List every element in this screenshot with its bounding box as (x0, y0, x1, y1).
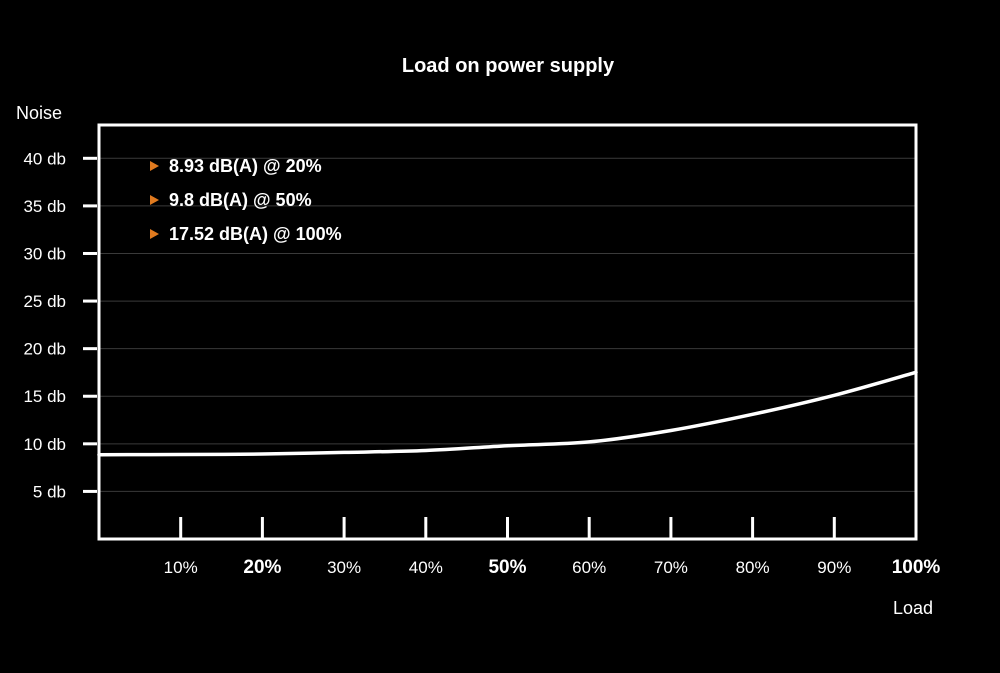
annotation-arrow-icon (150, 161, 159, 171)
series-lines (97, 370, 918, 457)
y-tick-label: 10 db (23, 435, 66, 454)
axis-ticks (83, 156, 836, 538)
x-tick-label: 10% (164, 558, 198, 577)
x-tick-label: 60% (572, 558, 606, 577)
tick-labels: 5 db 10 db 15 db 20 db 25 db 30 db 35 db 40 db 1… (23, 149, 940, 578)
y-tick-label: 30 db (23, 244, 66, 263)
y-tick-label: 40 db (23, 149, 66, 168)
x-axis-label: Load (893, 598, 933, 618)
grid-lines (99, 157, 916, 492)
y-axis-label: Noise (16, 103, 62, 123)
annotation-text: 17.52 dB(A) @ 100% (169, 224, 342, 244)
chart-title: Load on power supply (402, 55, 615, 77)
y-tick-label: 5 db (33, 482, 66, 501)
x-tick-label: 90% (817, 558, 851, 577)
y-tick-label: 25 db (23, 292, 66, 311)
annotation-arrow-icon (150, 195, 159, 205)
x-tick-label: 80% (736, 558, 770, 577)
plot-frame (97, 123, 918, 541)
x-tick-label: 20% (243, 557, 281, 578)
noise-series-line (97, 370, 918, 457)
x-tick-label: 50% (488, 557, 526, 578)
x-tick-label: 100% (892, 557, 941, 578)
annotation-text: 8.93 dB(A) @ 20% (169, 156, 322, 176)
y-tick-label: 35 db (23, 197, 66, 216)
x-tick-label: 30% (327, 558, 361, 577)
x-tick-label: 70% (654, 558, 688, 577)
x-tick-label: 40% (409, 558, 443, 577)
annotation-arrow-icon (150, 229, 159, 239)
y-tick-label: 15 db (23, 387, 66, 406)
annotation-text: 9.8 dB(A) @ 50% (169, 190, 312, 210)
y-tick-label: 20 db (23, 340, 66, 359)
annotations: 8.93 dB(A) @ 20% 9.8 dB(A) @ 50% 17.52 dB(… (150, 156, 342, 244)
